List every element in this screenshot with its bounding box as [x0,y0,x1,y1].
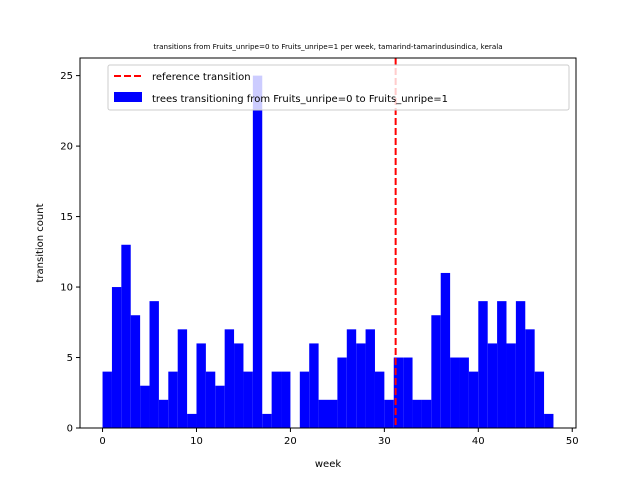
histogram-bar [525,329,535,428]
y-axis-label: transition count [35,203,46,282]
y-tick-label: 10 [60,283,73,294]
histogram-bar [140,385,150,428]
histogram-bar [149,301,159,428]
histogram-bar [158,399,169,428]
x-tick-label: 0 [99,436,105,447]
histogram-bar [384,399,394,428]
y-axis-ticks: 0 5 10 15 20 25 [60,71,80,435]
histogram-bar [534,371,545,428]
plot-frame [79,57,577,429]
histogram-bar [243,371,253,428]
histogram-bar [299,371,310,428]
x-tick-label: 20 [284,436,297,447]
legend-bar-label: trees transitioning from Fruits_unripe=0… [152,94,448,105]
histogram-bar [102,371,112,428]
x-tick-label: 40 [472,436,485,447]
histogram-bar [468,371,479,428]
y-tick-label: 5 [67,353,73,364]
histogram-bar [365,329,375,428]
histogram-bar [168,371,178,428]
histogram-bar [506,343,516,428]
histogram-bar [337,357,347,428]
histogram-bar [177,329,188,428]
histogram-bar [187,413,197,428]
y-tick-label: 15 [60,212,73,223]
x-axis-ticks: 0 10 20 30 40 50 [99,428,579,447]
histogram-bar [328,399,338,428]
histogram-bar [196,343,206,428]
histogram-bar [234,343,244,428]
histogram-bar [262,413,272,428]
histogram-bar [421,399,432,428]
histogram-bar [393,357,404,428]
legend-reference-label: reference transition [152,72,251,83]
histogram-bar [224,329,235,428]
histogram-bar [544,413,554,428]
x-axis-label: week [315,459,341,470]
y-tick-label: 0 [67,424,73,435]
histogram-bar [111,287,122,428]
histogram-bar [497,301,507,428]
histogram-bar [252,75,263,428]
histogram-bar [130,315,141,428]
y-tick-label: 25 [60,71,73,82]
histogram-bar [121,244,131,428]
legend: reference transition trees transitioning… [107,64,570,111]
legend-box [107,64,570,111]
histogram-bar [459,357,469,428]
histogram-bar [271,371,282,428]
histogram-bar [318,399,328,428]
x-tick-label: 30 [378,436,391,447]
histogram-bar [450,357,460,428]
x-tick-label: 10 [190,436,203,447]
histogram-bar [440,272,451,428]
histogram-bar [374,371,385,428]
histogram-bar [309,343,319,428]
histogram-bar [215,385,225,428]
y-tick-label: 20 [60,142,73,153]
histogram-bar [487,343,498,428]
chart-title: transitions from Fruits_unripe=0 to Frui… [153,42,502,51]
histogram-bar [478,301,488,428]
x-tick-label: 50 [566,436,579,447]
histogram-bar [412,399,422,428]
histogram-bar [356,343,366,428]
histogram-bar [346,329,357,428]
legend-bar-swatch [114,92,142,102]
histogram-bar [281,371,291,428]
histogram-bar [515,301,526,428]
histogram-bar [205,371,216,428]
bar-layer [102,75,554,428]
histogram-bar [431,315,441,428]
histogram-bar [403,357,413,428]
